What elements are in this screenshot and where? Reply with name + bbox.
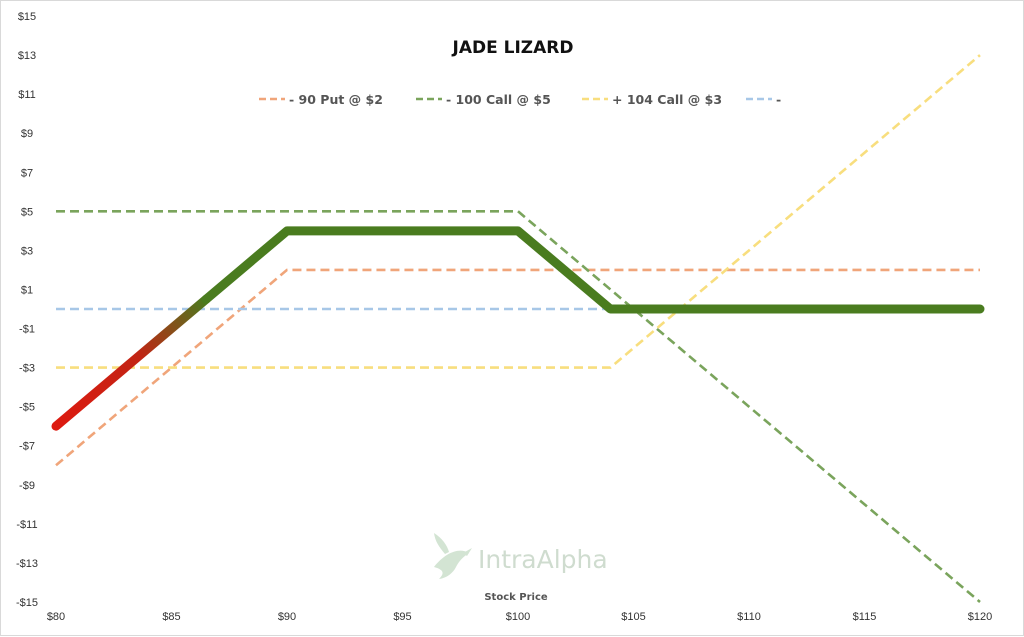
y-axis: $15 $13 $11 $9 $7 $5 $3 $1 -$1 -$3 -$5 -$7 -$9 -$11 -$… <box>16 11 38 609</box>
y-tick-label: -$5 <box>19 402 35 414</box>
net-pl-loss-segment <box>51 294 211 431</box>
x-tick-label: $95 <box>393 611 411 623</box>
x-axis-label: Stock Price <box>484 592 548 603</box>
y-tick-label: $15 <box>18 11 36 23</box>
y-tick-label: $5 <box>21 206 33 218</box>
net-pl-line <box>201 226 985 314</box>
y-tick-label: -$1 <box>19 324 35 336</box>
y-tick-label: -$13 <box>16 558 38 570</box>
x-tick-label: $120 <box>968 611 992 623</box>
legend-label: - <box>776 92 781 107</box>
y-tick-label: $1 <box>21 284 33 296</box>
plot-lines <box>51 54 985 603</box>
x-tick-label: $80 <box>47 611 65 623</box>
x-tick-label: $105 <box>621 611 645 623</box>
hummingbird-logo-icon <box>434 533 472 579</box>
x-axis: $80 $85 $90 $95 $100 $105 $110 $115 $120 <box>47 611 992 623</box>
y-tick-label: -$15 <box>16 597 38 609</box>
legend-label: - 100 Call @ $5 <box>446 92 551 107</box>
series-line <box>56 210 981 603</box>
x-tick-label: $110 <box>737 611 761 623</box>
x-tick-label: $85 <box>162 611 180 623</box>
watermark-text: IntraAlpha <box>478 545 608 574</box>
legend: - 90 Put @ $2 - 100 Call @ $5 + 104 Call @… <box>259 92 781 107</box>
x-tick-label: $90 <box>278 611 296 623</box>
y-tick-label: -$3 <box>19 363 35 375</box>
x-tick-label: $115 <box>853 611 877 623</box>
x-tick-label: $100 <box>506 611 530 623</box>
y-tick-label: -$11 <box>16 519 37 531</box>
y-tick-label: $3 <box>21 245 33 257</box>
legend-label: + 104 Call @ $3 <box>612 92 722 107</box>
watermark: IntraAlpha <box>434 533 608 579</box>
chart-title: JADE LIZARD <box>452 38 574 58</box>
y-tick-label: $13 <box>18 50 36 62</box>
y-tick-label: -$9 <box>19 480 35 492</box>
y-tick-label: $11 <box>18 89 36 101</box>
y-tick-label: $7 <box>21 167 33 179</box>
y-tick-label: $9 <box>21 128 33 140</box>
y-tick-label: -$7 <box>19 441 35 453</box>
series-line <box>55 268 980 467</box>
legend-label: - 90 Put @ $2 <box>289 92 383 107</box>
series-line <box>56 54 981 369</box>
